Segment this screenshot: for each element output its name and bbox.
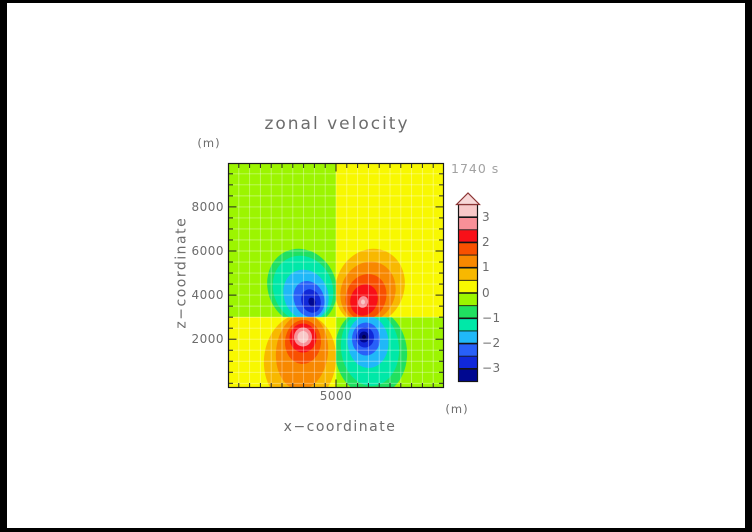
colorbar-tick-label: −2 [482,336,501,351]
y-axis-tick-label: 8000 [191,199,224,214]
colorbar-band [458,293,478,307]
page-border-left [0,0,7,532]
y-axis-tick-label: 4000 [191,288,224,303]
colorbar-tick-label: 2 [482,234,491,249]
colorbar-band [458,280,478,294]
colorbar-band [458,318,478,332]
colorbar-tick-label: −3 [482,361,501,376]
x-axis-title: x−coordinate [283,419,397,435]
page-border-bottom [0,528,752,532]
contour-cell-upper-left [267,248,336,318]
contour-cell-lower-left [263,317,336,388]
y-axis-tick-label: 6000 [191,244,224,258]
x-axis-tick-label: 5000 [319,389,353,403]
y-axis-tick-label: 2000 [191,332,224,347]
contour-cell-lower-right [336,317,408,388]
colorbar-band [458,267,478,281]
x-axis-unit: (m) [445,402,469,416]
colorbar-band [458,217,478,231]
colorbar-band [458,204,478,218]
colorbar-band [458,343,478,357]
colorbar-band [458,368,478,382]
colorbar-tick-label: 0 [482,285,491,300]
colorbar-band [458,356,478,370]
page-border-right [745,0,752,532]
colorbar-band [458,229,478,243]
colorbar-tick-label: −1 [482,310,501,325]
grid-lines [228,163,444,388]
contour-ring [362,334,366,340]
page-border-top [0,0,752,3]
colorbar-band [458,305,478,319]
y-axis-unit: (m) [197,136,221,150]
plot-frame [227,162,445,389]
colorbar-band [458,255,478,269]
colorbar-tick-label: 3 [482,209,491,224]
colorbar-tick-label: 1 [482,260,491,275]
plot-title: zonal velocity [264,114,410,134]
time-stamp: 1740 s [451,161,500,176]
colorbar-overflow-arrow [455,192,481,206]
tick-marks [229,164,443,387]
contour-ring [361,299,365,305]
colorbar-band [458,242,478,256]
contour-ring [308,297,316,307]
contour-ring [297,331,309,343]
colorbar-band [458,330,478,344]
y-axis-title: z−coordinate [173,216,190,329]
contour-cell-upper-right [336,248,405,318]
